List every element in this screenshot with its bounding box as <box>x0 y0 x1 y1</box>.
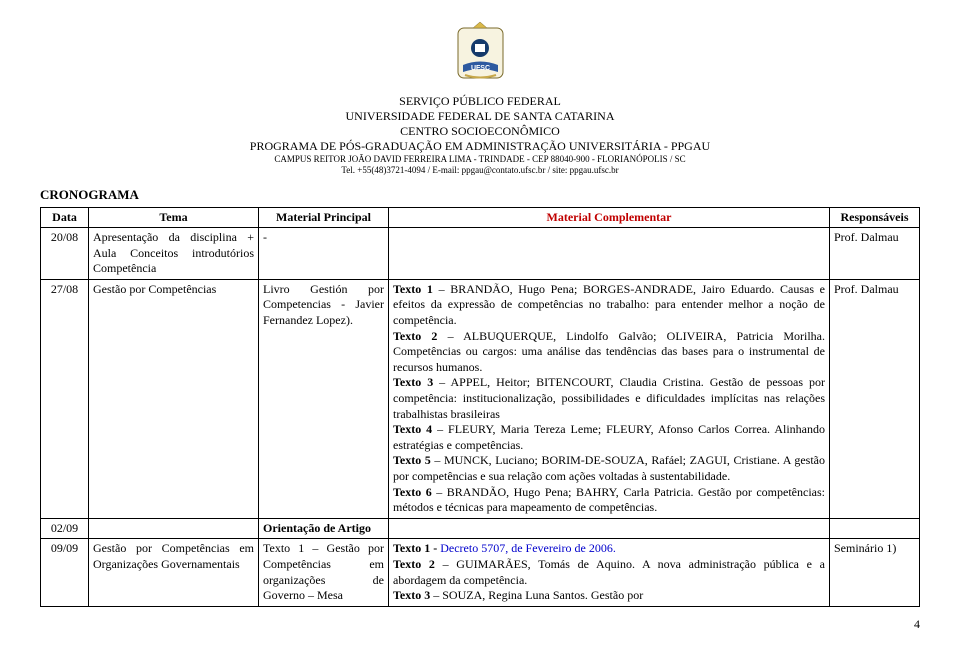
cell-data: 02/09 <box>41 518 89 539</box>
cell-data: 20/08 <box>41 228 89 280</box>
header-line-4: PROGRAMA DE PÓS-GRADUAÇÃO EM ADMINISTRAÇ… <box>40 139 920 154</box>
table-row: 20/08 Apresentação da disciplina + Aula … <box>41 228 920 280</box>
mc-label: Texto 3 <box>393 375 433 389</box>
cell-tema <box>89 518 259 539</box>
table-header-row: Data Tema Material Principal Material Co… <box>41 207 920 228</box>
cell-responsaveis <box>830 518 920 539</box>
header-line-2: UNIVERSIDADE FEDERAL DE SANTA CATARINA <box>40 109 920 124</box>
mc-text: – BRANDÃO, Hugo Pena; BORGES-ANDRADE, Ja… <box>393 282 825 327</box>
th-material-principal: Material Principal <box>259 207 389 228</box>
page-number: 4 <box>40 617 920 632</box>
mc-text: – APPEL, Heitor; BITENCOURT, Claudia Cri… <box>393 375 825 420</box>
mc-label: Texto 3 <box>393 588 430 602</box>
th-data: Data <box>41 207 89 228</box>
cell-responsaveis: Prof. Dalmau <box>830 228 920 280</box>
table-row: 09/09 Gestão por Competências em Organiz… <box>41 539 920 606</box>
cell-material-principal: Texto 1 – Gestão por Competências em org… <box>259 539 389 606</box>
cell-material-complementar <box>389 228 830 280</box>
mc-label: Texto 5 <box>393 453 431 467</box>
letterhead: SERVIÇO PÚBLICO FEDERAL UNIVERSIDADE FED… <box>40 94 920 177</box>
cell-tema: Gestão por Competências em Organizações … <box>89 539 259 606</box>
th-material-complementar: Material Complementar <box>389 207 830 228</box>
mc-label: Texto 6 <box>393 485 432 499</box>
mc-text: – GUIMARÃES, Tomás de Aquino. A nova adm… <box>393 557 825 587</box>
header-line-3: CENTRO SOCIOECONÔMICO <box>40 124 920 139</box>
section-heading-cronograma: CRONOGRAMA <box>40 187 920 203</box>
mc-label: Texto 4 <box>393 422 432 436</box>
mc-label: Texto 2 <box>393 557 435 571</box>
table-row: 02/09 Orientação de Artigo <box>41 518 920 539</box>
mc-label: Texto 2 <box>393 329 437 343</box>
cell-responsaveis: Prof. Dalmau <box>830 279 920 518</box>
cell-material-complementar <box>389 518 830 539</box>
logo: UFSC <box>40 20 920 90</box>
mc-label: Texto 1 - <box>393 541 437 555</box>
mc-text: – SOUZA, Regina Luna Santos. Gestão por <box>430 588 643 602</box>
cell-responsaveis: Seminário 1) <box>830 539 920 606</box>
th-responsaveis: Responsáveis <box>830 207 920 228</box>
cell-material-complementar: Texto 1 - Decreto 5707, de Fevereiro de … <box>389 539 830 606</box>
cell-material-complementar: Texto 1 – BRANDÃO, Hugo Pena; BORGES-AND… <box>389 279 830 518</box>
cell-tema: Apresentação da disciplina + Aula Concei… <box>89 228 259 280</box>
mc-text: – FLEURY, Maria Tereza Leme; FLEURY, Afo… <box>393 422 825 452</box>
cell-material-principal: Orientação de Artigo <box>259 518 389 539</box>
mc-link[interactable]: Decreto 5707, de Fevereiro de 2006. <box>440 541 616 555</box>
mc-text: – MUNCK, Luciano; BORIM-DE-SOUZA, Rafáel… <box>393 453 825 483</box>
header-line-1: SERVIÇO PÚBLICO FEDERAL <box>40 94 920 109</box>
cell-tema: Gestão por Competências <box>89 279 259 518</box>
cell-material-principal: Livro Gestión por Competencias - Javier … <box>259 279 389 518</box>
cell-material-principal: - <box>259 228 389 280</box>
cell-data: 27/08 <box>41 279 89 518</box>
mc-label: Texto 1 <box>393 282 433 296</box>
th-tema: Tema <box>89 207 259 228</box>
cronograma-table: Data Tema Material Principal Material Co… <box>40 207 920 607</box>
table-row: 27/08 Gestão por Competências Livro Gest… <box>41 279 920 518</box>
header-line-6: Tel. +55(48)3721-4094 / E-mail: ppgau@co… <box>40 165 920 176</box>
svg-text:UFSC: UFSC <box>470 65 489 72</box>
cell-data: 09/09 <box>41 539 89 606</box>
mc-text: – ALBUQUERQUE, Lindolfo Galvão; OLIVEIRA… <box>393 329 825 374</box>
mc-text: – BRANDÃO, Hugo Pena; BAHRY, Carla Patri… <box>393 485 825 515</box>
header-line-5: CAMPUS REITOR JOÃO DAVID FERREIRA LIMA -… <box>40 154 920 165</box>
